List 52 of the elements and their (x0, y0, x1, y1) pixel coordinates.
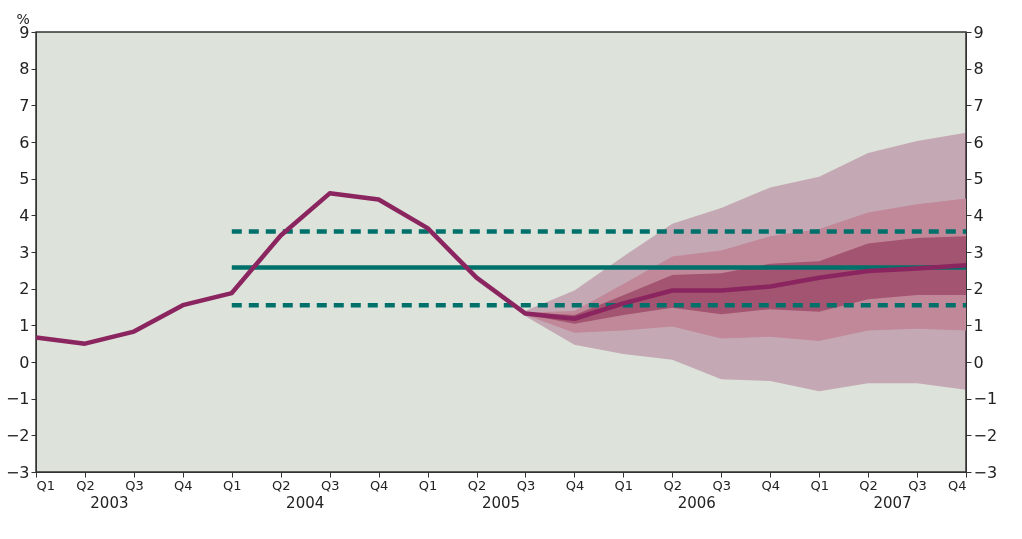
text: 2006 (677, 494, 716, 512)
text: 2004 (286, 494, 325, 512)
x-tick-label: Q4 (761, 477, 780, 493)
text: 2005 (481, 494, 521, 512)
x-tick-label: Q4 (565, 477, 585, 493)
text: 2003 (90, 494, 129, 512)
x-tick-label: Q3 (516, 477, 536, 493)
x-tick-label: Q1 (36, 477, 56, 493)
y2-tick-label: 6 (973, 132, 984, 152)
x-tick-label: Q3 (908, 477, 927, 493)
y-tick-label: −3 (5, 462, 30, 482)
x-tick-label: Q2 (76, 477, 95, 493)
y2-tick-label: 2 (973, 279, 984, 299)
x-tick-label: Q2 (467, 477, 487, 493)
y2-tick-label: −2 (973, 425, 998, 445)
y-tick-label: 3 (19, 242, 30, 262)
x-tick-label: Q1 (418, 477, 438, 493)
y-axis-title: % (16, 10, 30, 27)
y2-tick-label: 1 (973, 315, 984, 335)
line-series (33, 191, 969, 346)
x-tick-label: Q1 (810, 477, 829, 493)
y2-tick-label: 9 (973, 22, 984, 42)
y2-tick-label: 8 (973, 59, 984, 79)
y2-tick-label: 0 (973, 352, 984, 372)
x-tick-label: Q3 (125, 477, 144, 493)
x-tick-label: Q3 (712, 477, 732, 493)
y-tick-label: 7 (19, 95, 30, 115)
y-tick-label: 1 (19, 315, 30, 335)
y2-tick-label: 3 (973, 242, 984, 262)
x-tick-label: Q1 (614, 477, 634, 493)
x-tick-label: Q4 (174, 477, 193, 493)
y-tick-label: 2 (19, 279, 30, 299)
y-tick-label: 5 (19, 169, 30, 189)
y2-tick-label: −3 (973, 462, 998, 482)
y-tick-label: 0 (19, 352, 30, 372)
y2-tick-label: 5 (973, 169, 984, 189)
x-tick-label: Q2 (271, 477, 291, 493)
y2-tick-label: 4 (973, 205, 984, 225)
text: 2007 (873, 494, 912, 512)
x-tick-label: Q4 (369, 477, 389, 493)
y-tick-label: 6 (19, 132, 30, 152)
x-tick-label: Q3 (320, 477, 340, 493)
y-tick-label: 8 (19, 59, 30, 79)
y-tick-label: 4 (19, 205, 30, 225)
y-tick-label: −1 (5, 389, 30, 409)
x-tick-label: Q4 (947, 477, 967, 493)
y2-tick-label: 7 (973, 95, 984, 115)
y-tick-label: −2 (5, 425, 30, 445)
y2-tick-label: −1 (973, 389, 998, 409)
x-tick-label: Q1 (223, 477, 242, 493)
x-tick-label: Q2 (663, 477, 683, 493)
x-tick-label: Q2 (859, 477, 878, 493)
